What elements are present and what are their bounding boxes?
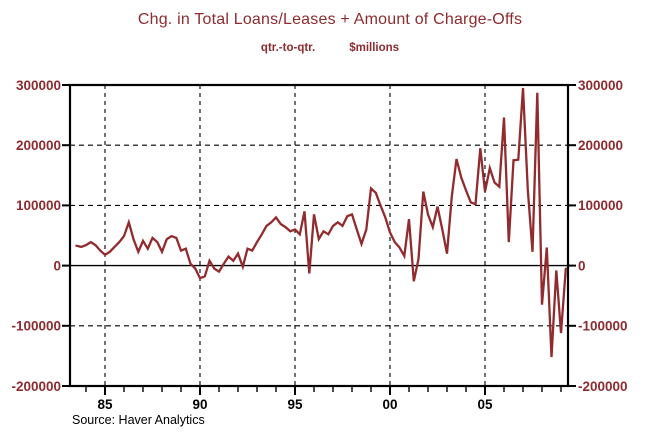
y-tick-label-left: -100000 [11, 319, 61, 334]
data-line [75, 87, 567, 358]
subtitle-frequency: qtr.-to-qtr. [260, 42, 316, 54]
chart-subtitle: qtr.-to-qtr. $millions [0, 42, 660, 54]
y-tick-label-right: -100000 [578, 319, 628, 334]
y-tick-label-left: -200000 [11, 379, 61, 394]
subtitle-units: $millions [349, 42, 400, 54]
source-label: Source: Haver Analytics [72, 413, 205, 427]
y-tick-label-left: 100000 [16, 198, 61, 213]
y-tick-label-right: 0 [578, 258, 586, 273]
y-tick-label-left: 300000 [16, 78, 61, 93]
x-tick-label: 85 [97, 397, 113, 412]
x-tick-label: 95 [287, 397, 303, 412]
y-tick-label-left: 0 [53, 258, 61, 273]
y-tick-label-right: 100000 [578, 198, 623, 213]
y-tick-label-right: 200000 [578, 138, 623, 153]
y-tick-label-right: -200000 [578, 379, 628, 394]
x-tick-label: 90 [192, 397, 207, 412]
chart-title: Chg. in Total Loans/Leases + Amount of C… [137, 11, 523, 28]
y-tick-label-right: 300000 [578, 78, 623, 93]
x-tick-label: 05 [477, 397, 493, 412]
x-tick-label: 00 [382, 397, 397, 412]
plot-border [68, 83, 570, 388]
y-tick-label-left: 200000 [16, 138, 61, 153]
